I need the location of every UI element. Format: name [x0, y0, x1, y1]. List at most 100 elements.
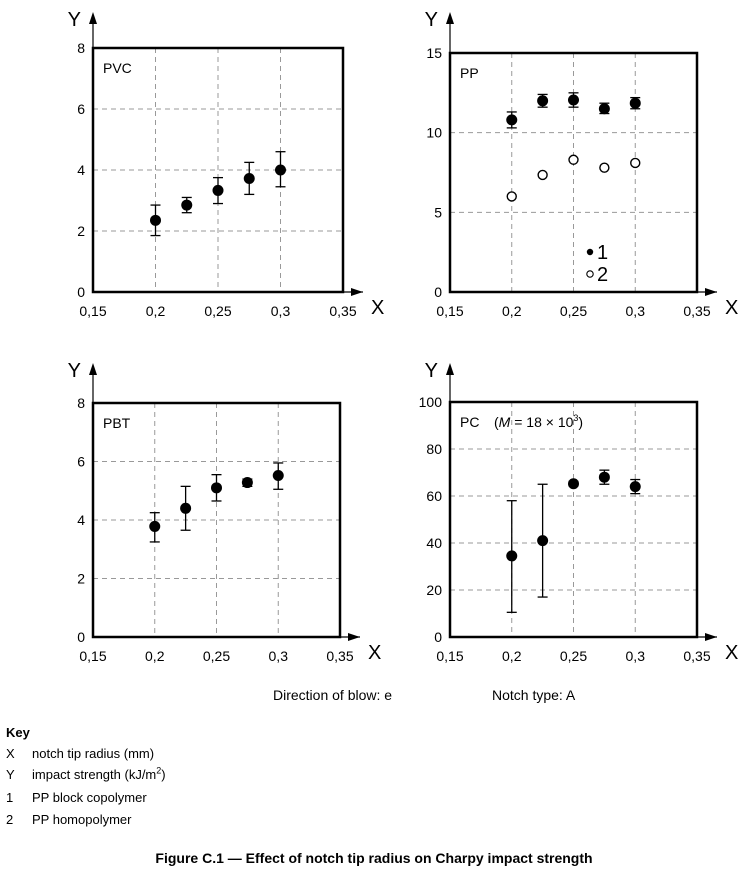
data-point [598, 103, 610, 115]
x-tick-label: 0,35 [326, 648, 353, 664]
y-tick-label: 0 [77, 629, 85, 645]
y-axis-label: Y [68, 9, 81, 31]
x-tick-label: 0,3 [626, 648, 646, 664]
x-tick-label: 0,35 [683, 648, 710, 664]
legend-label: 2 [597, 264, 608, 286]
x-axis-label: X [725, 642, 738, 664]
panel-title: PP [460, 65, 479, 81]
y-tick-label: 80 [426, 441, 442, 457]
x-tick-label: 0,2 [146, 303, 166, 319]
data-point [149, 520, 161, 532]
x-tick-label: 0,15 [79, 303, 106, 319]
y-tick-label: 15 [426, 45, 442, 61]
y-axis-arrow [446, 363, 454, 375]
x-tick-label: 0,35 [329, 303, 356, 319]
panel-title-note: (M = 18 × 103) [494, 413, 583, 430]
x-axis-arrow [705, 633, 717, 641]
x-axis-arrow [705, 288, 717, 296]
key-row-1: 1 PP block copolymer [6, 790, 147, 805]
x-axis-label: X [371, 297, 384, 319]
y-axis-arrow [446, 12, 454, 24]
y-axis-label: Y [425, 9, 438, 31]
x-tick-label: 0,35 [683, 303, 710, 319]
key-code: 2 [6, 812, 14, 827]
data-point-open [599, 162, 610, 173]
key-row-2: 2 PP homopolymer [6, 812, 131, 827]
x-tick-label: 0,25 [560, 648, 587, 664]
y-axis-arrow [89, 363, 97, 375]
y-tick-label: 4 [77, 162, 85, 178]
data-point [568, 94, 579, 106]
x-axis-arrow [348, 633, 360, 641]
y-tick-label: 20 [426, 582, 442, 598]
key-text: PP block copolymer [32, 790, 147, 805]
y-tick-label: 60 [426, 488, 442, 504]
data-point [568, 478, 579, 490]
key-text: impact strength (kJ/m [32, 767, 157, 782]
data-point [506, 114, 518, 126]
data-point-open [568, 154, 579, 165]
legend-marker-open [586, 270, 594, 278]
y-axis-label: Y [425, 360, 438, 382]
data-point [211, 482, 222, 494]
data-point [180, 502, 192, 514]
x-tick-label: 0,2 [502, 303, 522, 319]
data-point [506, 550, 518, 562]
data-point [598, 471, 610, 483]
x-tick-label: 0,3 [271, 303, 291, 319]
y-tick-label: 8 [77, 40, 85, 56]
x-axis-label: X [368, 642, 381, 664]
chart-panel-pbt: Y X 0,15 0,2 0,25 0,3 0,35 0 2 4 6 8 PBT [68, 360, 382, 664]
caption-notch-type: Notch type: A [492, 687, 576, 703]
data-point [150, 214, 161, 226]
data-point [212, 184, 224, 196]
x-tick-label: 0,2 [502, 648, 522, 664]
data-point [629, 481, 641, 493]
chart-panel-pc: Y X 0,15 0,2 0,25 0,3 0,35 0 20 40 60 80 100 PC (M = 1… [419, 360, 739, 664]
y-tick-label: 40 [426, 535, 442, 551]
figure-title: Figure C.1 — Effect of notch tip radius … [155, 850, 593, 866]
y-tick-label: 2 [77, 223, 85, 239]
y-tick-label: 5 [434, 204, 442, 220]
panel-title: PBT [103, 415, 131, 431]
y-tick-label: 0 [77, 284, 85, 300]
legend-label: 1 [597, 242, 608, 264]
y-axis-label: Y [68, 360, 81, 382]
y-tick-label: 100 [419, 394, 443, 410]
x-axis-label: X [725, 297, 738, 319]
key-text: notch tip radius (mm) [32, 746, 155, 761]
y-tick-label: 10 [426, 125, 442, 141]
key-text-superscript: 2 [156, 765, 162, 776]
data-point [272, 470, 284, 482]
y-tick-label: 6 [77, 101, 85, 117]
panel-title: PC [460, 414, 479, 430]
x-tick-label: 0,15 [436, 648, 463, 664]
y-tick-label: 2 [77, 571, 85, 587]
key-code: 1 [6, 790, 14, 805]
y-tick-label: 0 [434, 284, 442, 300]
key-title: Key [6, 725, 30, 740]
key-code: Y [6, 767, 15, 782]
data-point [537, 95, 549, 107]
y-tick-label: 0 [434, 629, 442, 645]
key-text: PP homopolymer [32, 812, 132, 827]
data-point [181, 199, 193, 211]
x-tick-label: 0,25 [560, 303, 587, 319]
data-point [243, 173, 255, 185]
x-tick-label: 0,3 [626, 303, 646, 319]
data-point-open [537, 169, 548, 181]
x-tick-label: 0,2 [145, 648, 165, 664]
key-text-tail: ) [161, 767, 166, 782]
x-tick-label: 0,15 [436, 303, 463, 319]
y-tick-label: 6 [77, 454, 85, 470]
chart-panel-pvc: Y X 0,15 0,2 0,25 0,3 0,35 0 2 4 6 8 PVC [68, 9, 385, 319]
data-point-open [630, 157, 641, 169]
data-point [629, 97, 641, 109]
legend-marker [586, 248, 594, 256]
y-tick-label: 4 [77, 512, 85, 528]
x-tick-label: 0,3 [269, 648, 289, 664]
x-axis-arrow [351, 288, 363, 296]
x-tick-label: 0,15 [79, 648, 106, 664]
